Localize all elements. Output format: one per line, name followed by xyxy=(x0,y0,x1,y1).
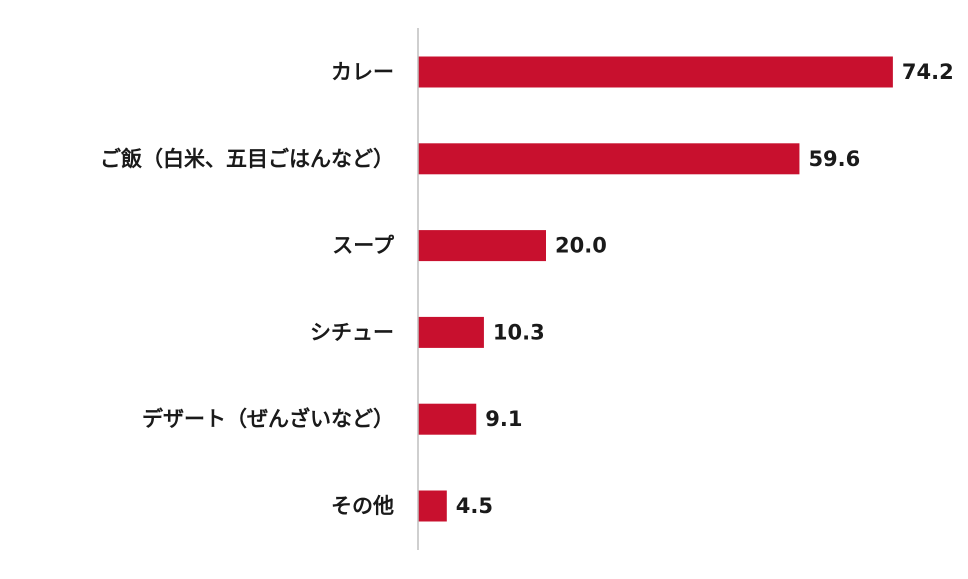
category-label-4: デザート（ぜんざいなど） xyxy=(142,407,394,431)
bar-0 xyxy=(418,56,893,88)
category-label-0: カレー xyxy=(331,60,394,84)
value-label-1: 59.6 xyxy=(808,147,860,171)
bar-1 xyxy=(418,143,800,175)
category-label-5: その他 xyxy=(331,494,394,518)
category-label-2: スープ xyxy=(332,234,395,258)
category-label-1: ご飯（白米、五目ごはんなど） xyxy=(100,147,394,171)
bar-5 xyxy=(418,490,447,522)
bar-3 xyxy=(418,316,484,348)
value-label-5: 4.5 xyxy=(456,494,493,518)
value-label-0: 74.2 xyxy=(902,60,954,84)
bar-4 xyxy=(418,403,477,435)
labels-layer: カレー 74.2 ご飯（白米、五目ごはんなど） 59.6 スープ 20.0 シチュー 10.3… xyxy=(100,60,954,518)
category-label-3: シチュー xyxy=(310,320,394,344)
value-label-3: 10.3 xyxy=(493,320,545,344)
value-label-4: 9.1 xyxy=(485,407,522,431)
bar-2 xyxy=(418,230,546,262)
bars-layer xyxy=(418,56,893,522)
value-label-2: 20.0 xyxy=(555,234,607,258)
